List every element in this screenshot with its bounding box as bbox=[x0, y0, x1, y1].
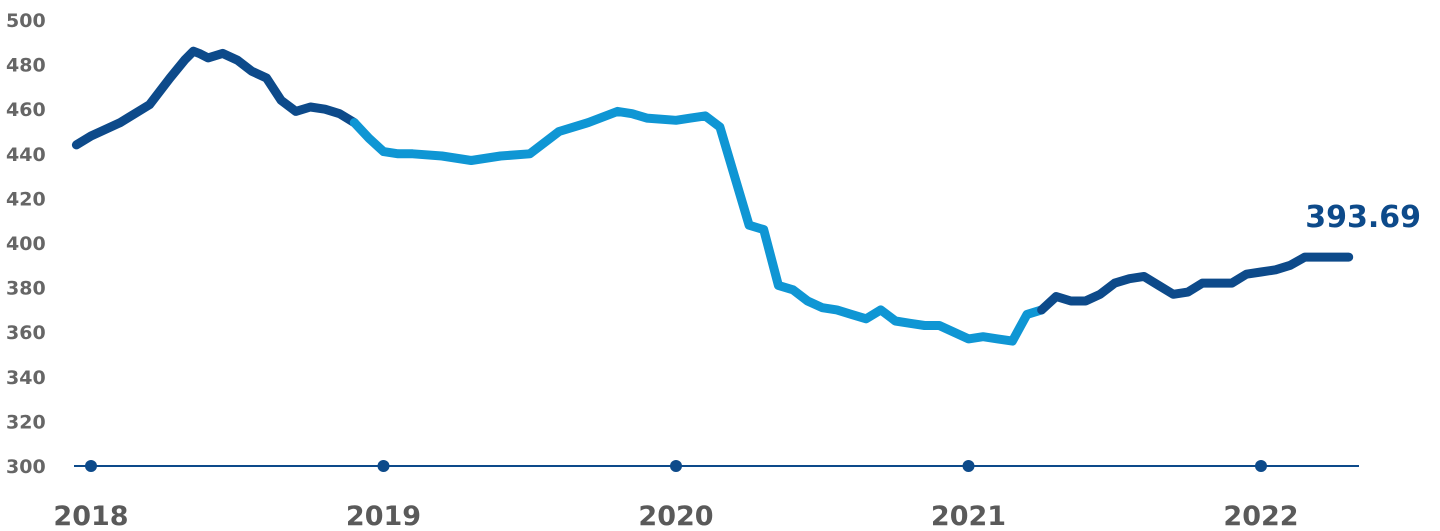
x-tick-label-2020: 2020 bbox=[638, 501, 713, 531]
y-tick-label-380: 380 bbox=[6, 278, 46, 300]
y-axis: 500 480 460 440 420 400 380 360 340 320 300 bbox=[6, 10, 46, 478]
y-tick-label-500: 500 bbox=[6, 10, 46, 32]
series-line bbox=[71, 46, 1354, 346]
x-tick-dot-2018 bbox=[85, 460, 97, 472]
end-value-label: 393.69 bbox=[1305, 200, 1421, 235]
series-segment-1 bbox=[71, 46, 359, 150]
y-tick-label-320: 320 bbox=[6, 411, 46, 433]
x-tick-dot-2020 bbox=[670, 460, 682, 472]
series-segment-2 bbox=[349, 106, 1047, 346]
y-tick-label-340: 340 bbox=[6, 367, 46, 389]
end-label-group: 393.69 bbox=[1305, 200, 1421, 235]
x-tick-dot-2019 bbox=[377, 460, 390, 472]
series-segment-3 bbox=[1037, 252, 1354, 315]
y-tick-label-440: 440 bbox=[6, 144, 46, 166]
x-tick-dot-2022 bbox=[1255, 460, 1267, 472]
x-tick-label-2022: 2022 bbox=[1223, 501, 1298, 531]
y-tick-label-460: 460 bbox=[6, 99, 46, 121]
x-axis: 2018 2019 2020 2021 2022 bbox=[53, 460, 1359, 531]
y-tick-label-360: 360 bbox=[6, 322, 46, 344]
x-tick-label-2021: 2021 bbox=[931, 501, 1006, 531]
y-tick-label-420: 420 bbox=[6, 188, 46, 210]
y-tick-label-480: 480 bbox=[6, 55, 46, 77]
x-tick-label-2018: 2018 bbox=[53, 501, 128, 531]
x-tick-dot-2021 bbox=[962, 460, 975, 472]
y-tick-label-300: 300 bbox=[6, 456, 46, 478]
y-tick-label-400: 400 bbox=[6, 233, 46, 255]
x-tick-label-2019: 2019 bbox=[346, 501, 421, 531]
